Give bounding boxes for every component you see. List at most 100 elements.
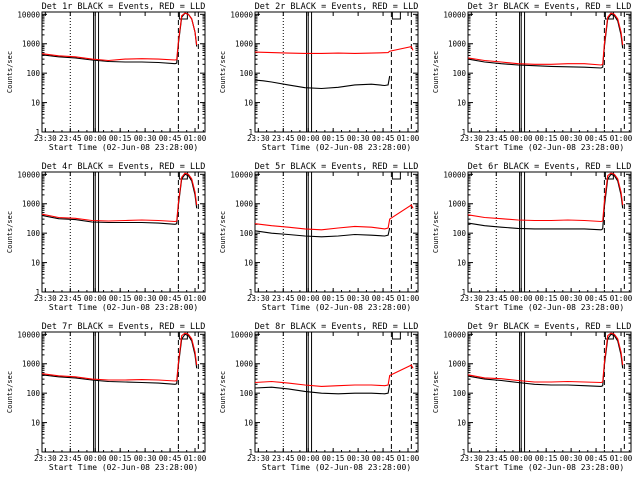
events-series-line: [254, 384, 391, 395]
y-tick-label: 1000: [22, 200, 41, 209]
y-tick-label: 1000: [235, 360, 254, 369]
lld-series-line: [254, 364, 414, 387]
y-tick-label: 100: [239, 389, 253, 398]
x-tick-label: 00:45: [372, 134, 395, 143]
x-tick-label: 00:45: [585, 454, 608, 463]
x-tick-label: 00:00: [510, 454, 533, 463]
lld-series-line: [467, 332, 624, 384]
plot-frame: [41, 11, 206, 133]
lld-series-line: [41, 172, 198, 223]
x-tick-label: 23:30: [247, 294, 270, 303]
y-tick-label: 10: [244, 99, 254, 108]
detector-panel-1: Det 1r BLACK = Events, RED = LLD 1 10 100 10…: [6, 2, 207, 152]
x-tick-label: 00:15: [109, 454, 132, 463]
detector-panel-7: Det 7r BLACK = Events, RED = LLD 1 10 100 10…: [6, 322, 207, 472]
lld-series-line: [254, 204, 414, 231]
x-axis-label: Start Time (02-Jun-08 23:28:00): [475, 143, 624, 152]
events-series-line: [254, 227, 391, 238]
detector-panel-4: Det 4r BLACK = Events, RED = LLD 1 10 100 10…: [6, 162, 207, 312]
events-series-line: [467, 173, 624, 231]
y-tick-label: 1: [35, 128, 40, 137]
x-axis-label: Start Time (02-Jun-08 23:28:00): [475, 303, 624, 312]
y-tick-label: 1: [461, 288, 466, 297]
x-axis-label: Start Time (02-Jun-08 23:28:00): [49, 303, 198, 312]
y-axis-label: Counts/sec: [6, 211, 14, 253]
x-tick-label: 00:00: [510, 134, 533, 143]
y-tick-label: 1000: [448, 360, 467, 369]
y-tick-label: 1: [35, 288, 40, 297]
y-tick-label: 100: [26, 69, 40, 78]
y-axis-label: Counts/sec: [432, 211, 440, 253]
y-tick-label: 10000: [230, 170, 253, 179]
y-tick-label: 1000: [448, 40, 467, 49]
y-tick-label: 10: [457, 419, 467, 428]
x-axis-label: Start Time (02-Jun-08 23:28:00): [49, 463, 198, 472]
lld-series-line: [467, 12, 624, 66]
x-tick-label: 23:45: [272, 134, 295, 143]
y-tick-label: 100: [239, 69, 253, 78]
x-axis-label: Start Time (02-Jun-08 23:28:00): [262, 143, 411, 152]
y-tick-label: 1000: [22, 40, 41, 49]
x-tick-label: 00:00: [84, 294, 107, 303]
y-tick-label: 10000: [17, 330, 40, 339]
x-tick-label: 00:30: [560, 134, 583, 143]
y-tick-label: 10: [457, 259, 467, 268]
y-tick-label: 10: [31, 419, 41, 428]
x-tick-label: 01:00: [610, 294, 633, 303]
x-tick-label: 01:00: [397, 454, 420, 463]
x-tick-label: 23:45: [485, 454, 508, 463]
x-tick-label: 00:45: [585, 134, 608, 143]
plot-frame: [41, 331, 206, 453]
detector-panel-3: Det 3r BLACK = Events, RED = LLD 1 10 100 10…: [432, 2, 633, 152]
panel-title: Det 4r BLACK = Events, RED = LLD: [42, 162, 206, 172]
x-tick-label: 00:00: [297, 454, 320, 463]
x-axis-label: Start Time (02-Jun-08 23:28:00): [262, 463, 411, 472]
x-tick-label: 23:45: [59, 134, 82, 143]
x-tick-label: 01:00: [610, 454, 633, 463]
x-tick-label: 00:15: [109, 294, 132, 303]
y-tick-label: 10000: [443, 330, 466, 339]
y-tick-label: 10000: [17, 170, 40, 179]
y-axis-label: Counts/sec: [219, 371, 227, 413]
x-tick-label: 00:30: [560, 454, 583, 463]
x-tick-label: 00:15: [322, 134, 345, 143]
x-axis-label: Start Time (02-Jun-08 23:28:00): [475, 463, 624, 472]
y-tick-label: 100: [26, 389, 40, 398]
events-series-line: [254, 75, 391, 90]
events-series-line: [41, 173, 198, 225]
lld-series-line: [254, 45, 414, 54]
x-tick-label: 00:30: [134, 134, 157, 143]
lld-series-line: [41, 332, 198, 382]
y-tick-label: 10: [31, 259, 41, 268]
plot-frame: [254, 11, 419, 133]
x-tick-label: 01:00: [397, 294, 420, 303]
y-tick-label: 10000: [230, 10, 253, 19]
x-tick-label: 00:15: [109, 134, 132, 143]
panel-title: Det 7r BLACK = Events, RED = LLD: [42, 322, 206, 332]
y-tick-label: 100: [452, 69, 466, 78]
x-tick-label: 23:45: [272, 294, 295, 303]
x-tick-label: 01:00: [184, 454, 207, 463]
saa-box-marker: [391, 331, 401, 340]
events-series-line: [41, 333, 198, 385]
plot-frame: [254, 171, 419, 293]
x-tick-label: 23:45: [59, 294, 82, 303]
x-tick-label: 01:00: [184, 134, 207, 143]
x-tick-label: 00:45: [159, 454, 182, 463]
x-tick-label: 23:30: [460, 294, 483, 303]
x-tick-label: 00:45: [372, 454, 395, 463]
x-tick-label: 00:30: [134, 294, 157, 303]
x-tick-label: 00:15: [535, 134, 558, 143]
plot-frame: [467, 171, 632, 293]
y-tick-label: 10: [31, 99, 41, 108]
x-tick-label: 23:30: [34, 134, 57, 143]
plot-frame: [467, 331, 632, 453]
y-axis-label: Counts/sec: [219, 211, 227, 253]
x-tick-label: 23:30: [247, 134, 270, 143]
x-axis-label: Start Time (02-Jun-08 23:28:00): [49, 143, 198, 152]
panel-title: Det 8r BLACK = Events, RED = LLD: [255, 322, 419, 332]
plot-frame: [467, 11, 632, 133]
y-axis-label: Counts/sec: [432, 51, 440, 93]
y-axis-label: Counts/sec: [219, 51, 227, 93]
